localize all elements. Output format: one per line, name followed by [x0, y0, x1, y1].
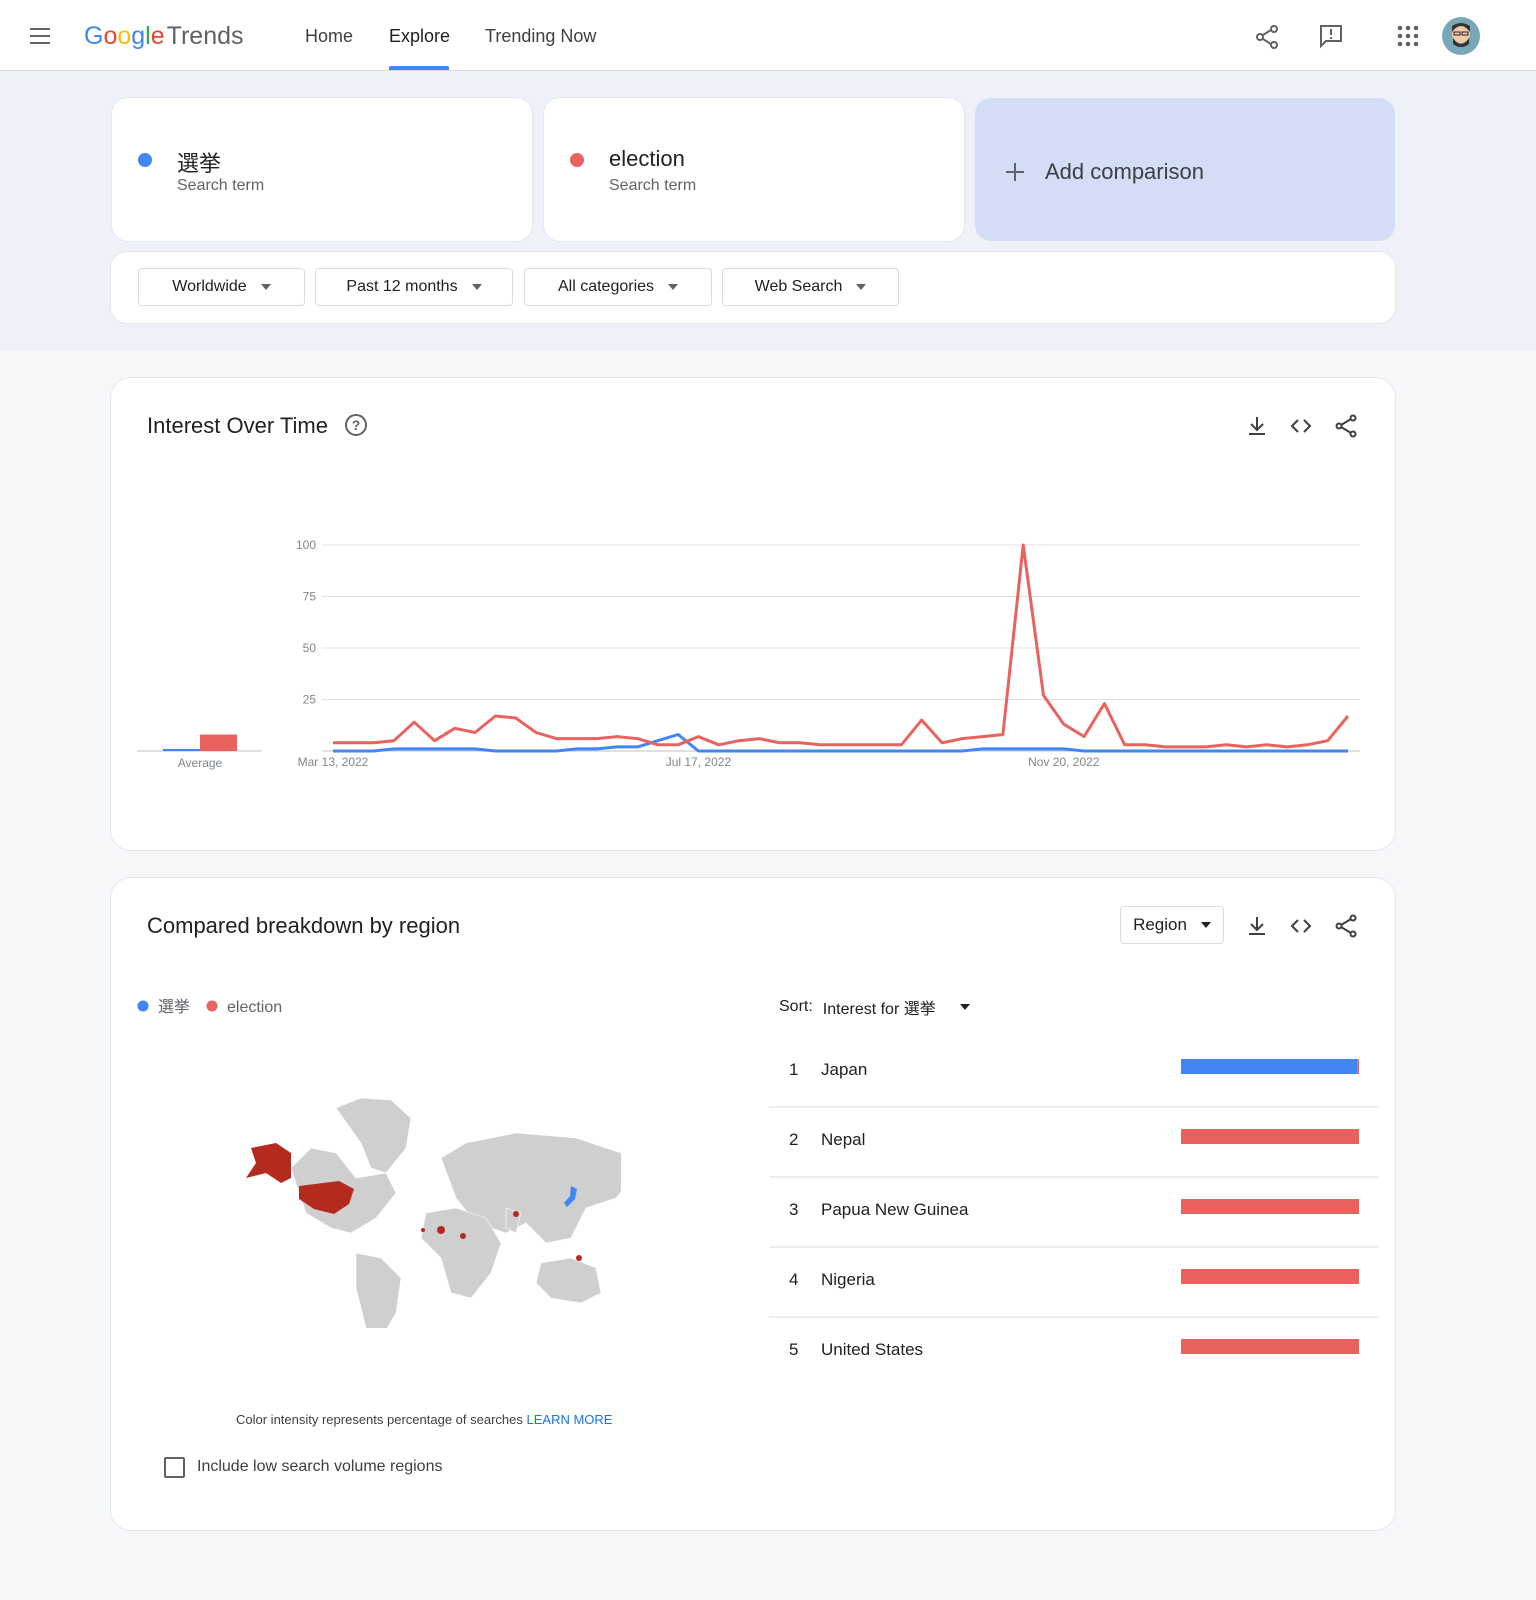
sort-control[interactable]: Sort: Interest for 選挙	[779, 995, 970, 1019]
term-dot	[570, 153, 584, 167]
average-label: Average	[178, 756, 223, 770]
term-label: 選挙	[177, 151, 222, 176]
feedback-icon[interactable]	[1318, 23, 1344, 49]
sort-label: Sort:	[779, 998, 813, 1015]
caret	[856, 284, 867, 290]
checkbox-label: Include low search volume regions	[197, 1458, 443, 1475]
term-label: election	[609, 146, 685, 171]
filter-label: All categories	[557, 278, 655, 295]
caret	[260, 284, 271, 290]
filter-label: Worldwide	[172, 278, 247, 295]
nav-link[interactable]: Home	[305, 26, 354, 46]
rank: 3	[789, 1200, 798, 1219]
rank: 4	[789, 1270, 798, 1289]
note-text: Color intensity represents percentage of…	[236, 1412, 523, 1427]
dropdown-label: Region	[1133, 915, 1187, 934]
average-bar	[163, 748, 200, 751]
x-tick-label: Mar 13, 2022	[298, 755, 369, 769]
caret	[668, 284, 679, 290]
rank: 1	[789, 1060, 798, 1079]
average-bar	[200, 734, 237, 751]
download-icon[interactable]	[1245, 914, 1269, 938]
region-dropdown[interactable]: Region	[1120, 906, 1224, 944]
nav-link[interactable]: Explore	[389, 26, 451, 46]
term-sub: Search term	[609, 177, 697, 194]
top-bar: GoogleTrends Home Explore Trending Now	[0, 0, 1536, 71]
region-name: Nepal	[821, 1130, 865, 1149]
line-chart: 25 50 75 100 Mar 13, 2022 Jul 17, 2022 Nov 20,…	[137, 538, 1360, 770]
bar-segment	[1181, 1059, 1358, 1074]
caret	[471, 284, 482, 290]
legend-dot	[206, 1000, 218, 1012]
apps-icon[interactable]	[1396, 24, 1420, 48]
plus-icon	[1006, 163, 1024, 181]
region-name: Japan	[821, 1060, 867, 1079]
filter-dropdown[interactable]: Past 12 months	[315, 268, 513, 306]
caret	[1200, 922, 1211, 928]
bar-segment	[1181, 1199, 1359, 1214]
bar-segment	[1181, 1339, 1359, 1354]
y-tick-label: 75	[303, 590, 317, 604]
download-icon[interactable]	[1245, 414, 1269, 438]
legend-label: 選挙	[158, 998, 190, 1016]
svg-text:?: ?	[352, 417, 361, 433]
menu-icon[interactable]	[28, 26, 52, 46]
y-tick-label: 100	[296, 538, 316, 552]
filter-label: Past 12 months	[346, 278, 458, 295]
add-comparison[interactable]: Add comparison	[975, 98, 1395, 241]
card-title: Compared breakdown by region	[147, 913, 461, 938]
x-tick-label: Jul 17, 2022	[666, 755, 732, 769]
add-comparison-label: Add comparison	[1045, 159, 1204, 184]
filter-dropdown[interactable]: Web Search	[722, 268, 899, 306]
region-name: Nigeria	[821, 1270, 875, 1289]
embed-icon[interactable]	[1289, 414, 1313, 438]
term-dot	[138, 153, 152, 167]
embed-icon[interactable]	[1289, 914, 1313, 938]
checkbox[interactable]	[164, 1457, 185, 1478]
region-name: United States	[821, 1340, 923, 1359]
active-indicator	[389, 66, 449, 70]
map-note: Color intensity represents percentage of…	[236, 1412, 612, 1427]
y-tick-label: 50	[303, 641, 317, 655]
help-icon[interactable]: ?	[344, 413, 368, 437]
avatar[interactable]	[1441, 16, 1481, 56]
region-card: Compared breakdown by region Region Colo…	[111, 878, 1395, 1530]
series-line	[333, 543, 1350, 749]
filter-dropdown[interactable]: Worldwide	[138, 268, 305, 306]
y-tick-label: 25	[303, 693, 317, 707]
legend-dot	[137, 1000, 149, 1012]
bar-segment	[1181, 1269, 1359, 1284]
interest-card: Interest Over Time ? 25 50 75 100 Mar 13, 20…	[111, 378, 1395, 850]
term-card[interactable]: election Search term	[544, 98, 964, 241]
rank: 5	[789, 1340, 798, 1359]
card-title: Interest Over Time	[147, 413, 328, 438]
filter-dropdown[interactable]: All categories	[524, 268, 712, 306]
x-tick-label: Nov 20, 2022	[1028, 755, 1100, 769]
logo-product: Trends	[166, 22, 244, 50]
share-icon[interactable]	[1254, 24, 1280, 50]
logo[interactable]: GoogleTrends	[84, 22, 244, 51]
series-line	[333, 733, 1348, 753]
region-ranking: 選挙 election 1 Japan 2 Nepal 3 Papua New Guinea 4…	[137, 998, 1379, 1359]
legend-label: election	[227, 999, 282, 1016]
share-icon[interactable]	[1334, 414, 1358, 438]
nav-link[interactable]: Trending Now	[485, 26, 597, 46]
rank: 2	[789, 1130, 798, 1149]
bar-segment	[1357, 1059, 1359, 1074]
sort-value: Interest for 選挙	[822, 1001, 936, 1018]
bar-segment	[1181, 1129, 1359, 1144]
logo-brand: Google	[84, 22, 165, 50]
filter-label: Web Search	[754, 278, 843, 295]
learn-more-link[interactable]: LEARN MORE	[526, 1412, 613, 1427]
term-card[interactable]: 選挙 Search term	[112, 98, 532, 241]
world-map	[246, 1097, 621, 1328]
caret	[959, 1004, 970, 1010]
region-name: Papua New Guinea	[821, 1200, 969, 1219]
term-sub: Search term	[177, 177, 265, 194]
share-icon[interactable]	[1334, 914, 1358, 938]
